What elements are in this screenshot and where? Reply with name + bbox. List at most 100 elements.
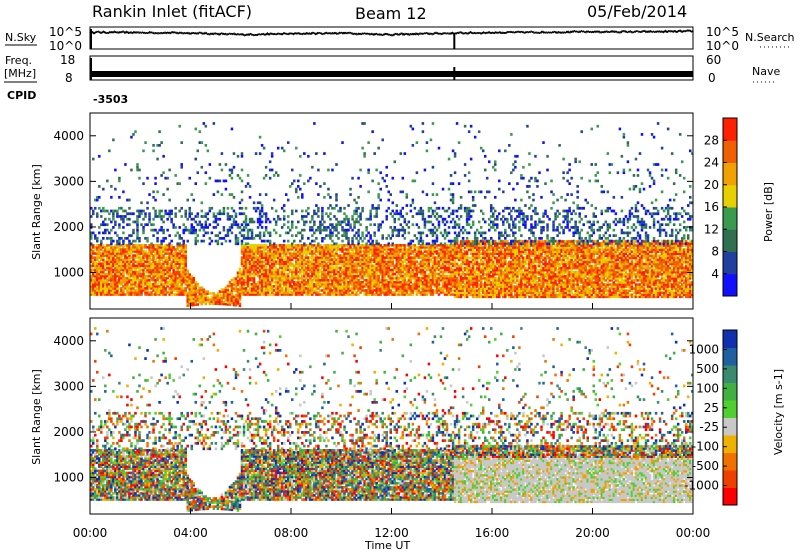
range-cell (311, 166, 314, 169)
range-cell (132, 232, 135, 235)
range-cell (307, 155, 310, 158)
range-cell (373, 152, 376, 155)
range-cell (385, 174, 388, 177)
station-title: Rankin Inlet (fitACF) (92, 2, 252, 21)
range-cell (359, 223, 362, 226)
range-cell (92, 232, 95, 235)
range-cell (385, 237, 388, 240)
range-cell (329, 237, 332, 240)
noise-segment (568, 32, 569, 33)
range-cell (319, 232, 322, 235)
range-cell (221, 193, 224, 196)
noise-segment (349, 32, 350, 33)
range-cell (112, 215, 115, 218)
range-cell (392, 177, 395, 180)
range-cell (207, 218, 210, 221)
range-cell (329, 204, 332, 207)
range-cell (414, 180, 417, 183)
range-cell (375, 215, 378, 218)
range-cell (347, 237, 350, 240)
range-cell (311, 229, 314, 232)
range-cell (385, 218, 388, 221)
range-cell (410, 125, 413, 128)
range-cell (279, 234, 282, 237)
range-cell (271, 152, 274, 155)
range-cell (345, 232, 348, 235)
range-cell (371, 240, 374, 243)
range-cell (281, 226, 284, 229)
range-cell (154, 199, 157, 202)
range-cell (365, 229, 368, 232)
range-cell (367, 240, 370, 243)
range-cell (98, 196, 101, 199)
noise-segment (301, 34, 302, 35)
range-cell (347, 204, 350, 207)
noise-segment (415, 34, 416, 35)
range-cell (259, 212, 262, 215)
range-cell (261, 226, 264, 229)
range-cell (110, 242, 113, 245)
noise-segment (642, 31, 643, 32)
range-cell (335, 234, 338, 237)
range-cell (193, 277, 196, 280)
range-cell (253, 237, 256, 240)
range-cell (116, 234, 119, 237)
range-cell (233, 166, 236, 169)
range-cell (283, 210, 286, 213)
noise-segment (637, 31, 638, 32)
range-cell (377, 193, 380, 196)
range-cell (138, 215, 141, 218)
range-cell (317, 207, 320, 210)
range-cell (245, 218, 248, 221)
range-cell (271, 155, 274, 158)
range-cell (144, 141, 147, 144)
range-cell (174, 207, 177, 210)
range-cell (394, 221, 397, 224)
range-cell (361, 240, 364, 243)
range-cell (170, 218, 173, 221)
noise-segment (540, 32, 541, 33)
range-cell (104, 218, 107, 221)
noise-segment (559, 32, 560, 33)
range-cell (225, 180, 228, 183)
range-cell (178, 226, 181, 229)
range-cell (313, 221, 316, 224)
noise-segment (484, 32, 485, 33)
noise-segment (198, 33, 199, 34)
range-cell (347, 218, 350, 221)
range-cell (213, 212, 216, 215)
range-cell (406, 212, 409, 215)
range-cell (289, 229, 292, 232)
range-cell (341, 226, 344, 229)
range-cell (355, 237, 358, 240)
range-cell (345, 234, 348, 237)
noise-segment (653, 31, 654, 32)
range-cell (233, 196, 236, 199)
range-cell (259, 193, 262, 196)
range-cell (239, 302, 242, 305)
range-cell (287, 226, 290, 229)
range-cell (247, 234, 250, 237)
range-cell (193, 199, 196, 202)
range-cell (257, 226, 260, 229)
range-cell (404, 221, 407, 224)
range-cell (193, 226, 196, 229)
range-cell (168, 169, 171, 172)
range-cell (201, 201, 204, 204)
range-cell (313, 210, 316, 213)
range-cell (249, 196, 252, 199)
range-cell (233, 218, 236, 221)
range-cell (110, 229, 113, 232)
range-cell (154, 210, 157, 213)
noise-trace (90, 29, 693, 49)
range-cell (410, 204, 413, 207)
range-cell (233, 210, 236, 213)
range-cell (118, 196, 121, 199)
freq-label: Freq. (5, 54, 32, 67)
range-cell (259, 237, 262, 240)
range-cell (261, 207, 264, 210)
range-cell (301, 218, 304, 221)
range-cell (363, 122, 366, 125)
range-cell (259, 234, 262, 237)
